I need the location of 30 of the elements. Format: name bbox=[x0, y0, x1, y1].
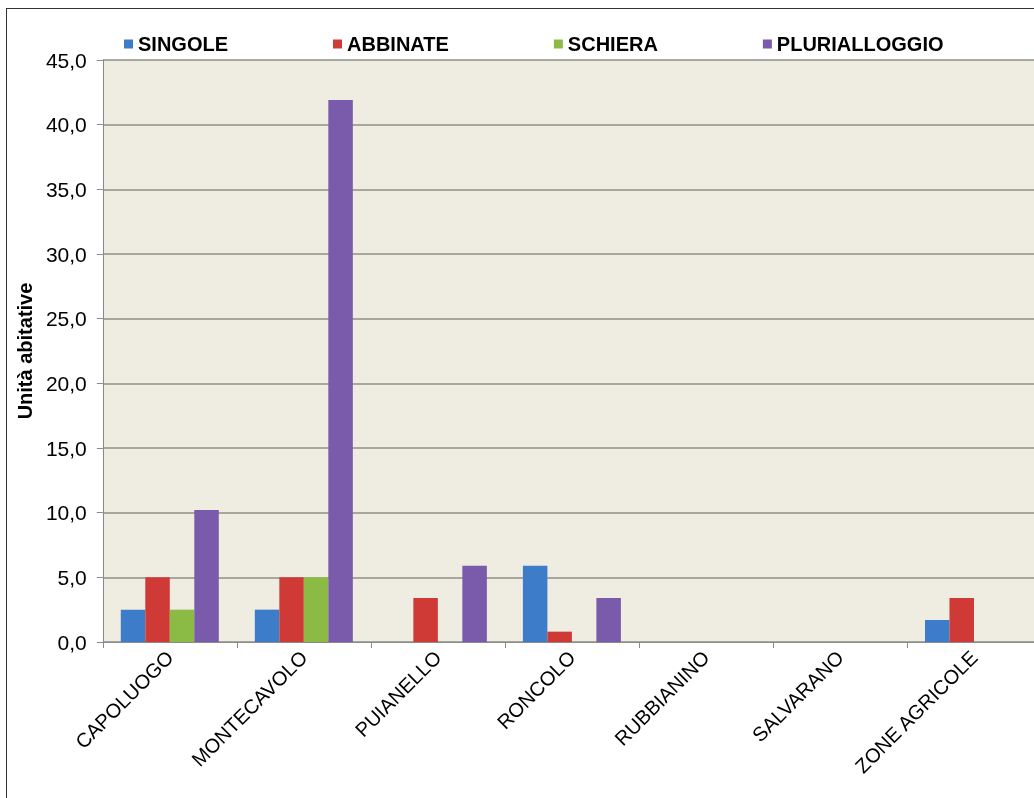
bar bbox=[522, 565, 548, 642]
legend-label: ABBINATE bbox=[347, 33, 449, 55]
bar bbox=[254, 609, 280, 642]
y-tick-label: 0,0 bbox=[57, 630, 87, 654]
bar bbox=[596, 598, 621, 642]
y-axis-title: Unità abitative bbox=[14, 282, 36, 420]
bar bbox=[279, 577, 304, 642]
y-tick-label: 30,0 bbox=[45, 242, 87, 266]
bar bbox=[924, 620, 950, 642]
y-tick-label: 20,0 bbox=[45, 371, 87, 395]
bar bbox=[328, 100, 353, 642]
bar bbox=[462, 565, 487, 642]
y-tick-label: 5,0 bbox=[57, 565, 87, 589]
bar bbox=[949, 598, 974, 642]
bar bbox=[413, 598, 438, 642]
bar bbox=[145, 577, 170, 642]
y-tick-label: 40,0 bbox=[45, 113, 87, 137]
y-tick-label: 10,0 bbox=[45, 501, 87, 525]
bar bbox=[547, 631, 572, 642]
legend-label: SINGOLE bbox=[138, 33, 229, 55]
legend-label: PLURIALLOGGIO bbox=[776, 33, 944, 55]
y-tick-label: 35,0 bbox=[45, 177, 87, 201]
y-tick-label: 15,0 bbox=[45, 436, 87, 460]
bar bbox=[169, 609, 195, 642]
bar bbox=[120, 609, 146, 642]
y-tick-label: 45,0 bbox=[45, 48, 87, 72]
bar bbox=[303, 577, 329, 642]
bar bbox=[194, 510, 219, 642]
y-tick-label: 25,0 bbox=[45, 307, 87, 331]
legend-label: SCHIERA bbox=[567, 33, 658, 55]
